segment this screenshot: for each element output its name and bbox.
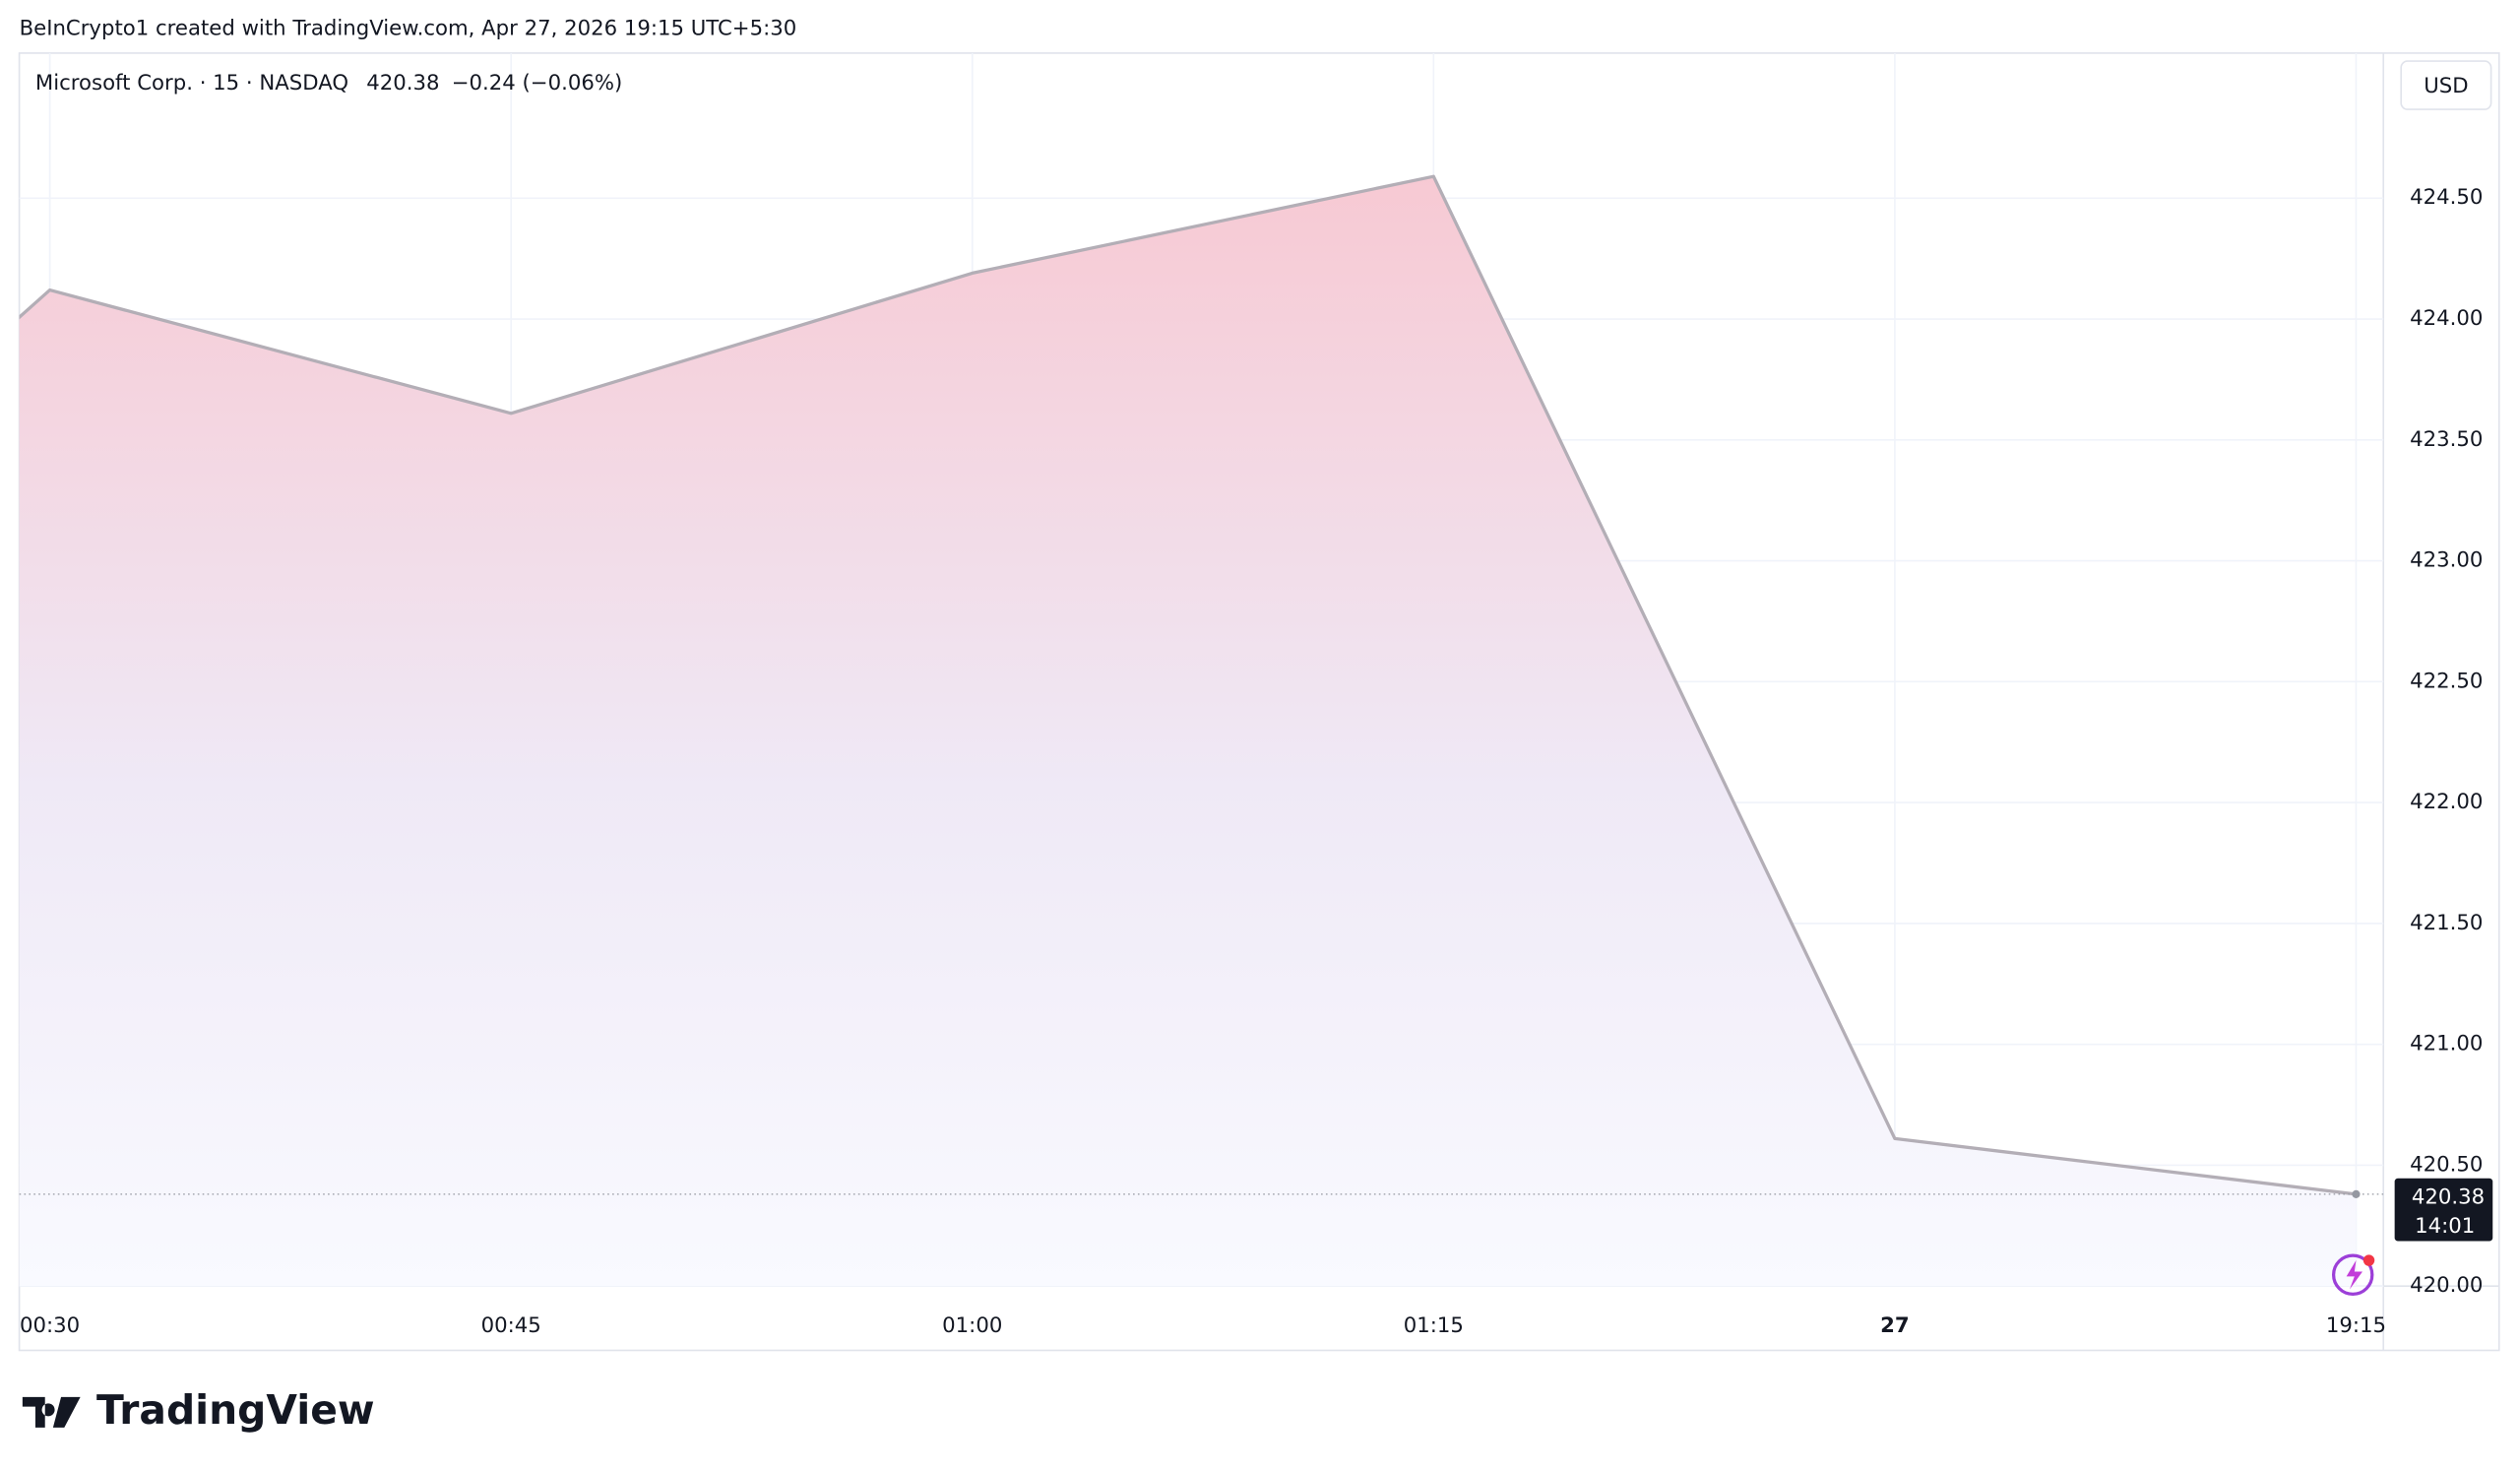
x-tick-label: 19:15 [2326,1313,2386,1338]
countdown: 14:01 [2415,1214,2475,1239]
assistant-icon[interactable] [2331,1253,2375,1296]
y-tick-label: 421.00 [2410,1032,2483,1056]
x-tick-label: 01:15 [1404,1313,1464,1338]
currency[interactable]: USD [2424,74,2468,98]
legend-change: −0.24 (−0.06%) [452,71,623,96]
x-tick-label: 27 [1880,1313,1910,1338]
axes: 420.00 420.50 421.00 421.50 422.00 422.50 423.… [20,185,2483,1338]
y-tick-label: 422.50 [2410,669,2483,693]
y-tick-label: 423.50 [2410,427,2483,452]
attribution: BeInCrypto1 created with TradingView.com… [20,16,797,40]
last-point [2352,1189,2361,1198]
x-tick-label: 00:45 [481,1313,541,1338]
brand: TradingView [96,1386,375,1434]
x-tick-label: 00:30 [20,1313,80,1338]
area-fill [19,176,2357,1287]
plot [19,174,2384,1287]
y-tick-label: 420.50 [2410,1152,2483,1177]
y-tick-label: 420.00 [2410,1273,2483,1298]
y-tick-label: 422.00 [2410,790,2483,814]
legend-price: 420.38 [366,71,439,96]
brand-logo [22,1396,81,1428]
currency-button[interactable] [2400,60,2492,110]
y-tick-label: 421.50 [2410,911,2483,935]
x-tick-label: 01:00 [942,1313,1002,1338]
y-tick-label: 423.00 [2410,548,2483,573]
legend-symbol: Microsoft Corp. · 15 · NASDAQ [35,71,348,96]
price-label: 420.38 [2412,1184,2485,1209]
price-label-box [2394,1178,2493,1242]
y-tick-label: 424.00 [2410,306,2483,331]
price-line [19,174,2357,1196]
y-tick-label: 424.50 [2410,185,2483,210]
